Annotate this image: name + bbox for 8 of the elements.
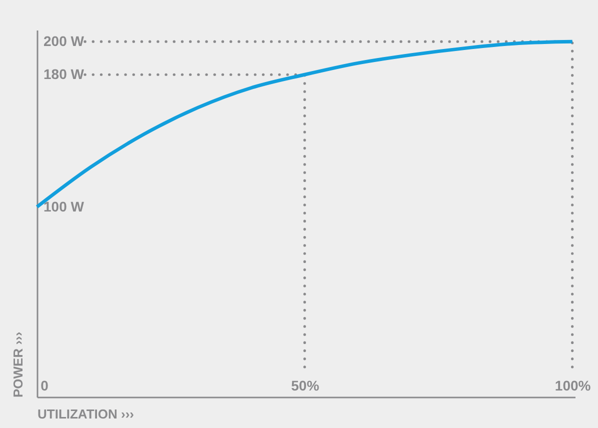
x-tick-label: 50% — [291, 378, 320, 394]
y-tick-label: 200 W — [44, 33, 85, 50]
x-tick-label: 0 — [40, 378, 49, 394]
y-tick-label: 100 W — [44, 198, 85, 214]
y-axis-title: POWER ››› — [10, 332, 26, 398]
y-tick-label: 180 W — [44, 66, 85, 82]
x-axis-title: UTILIZATION ››› — [38, 406, 134, 422]
x-tick-label: 100% — [554, 378, 592, 394]
